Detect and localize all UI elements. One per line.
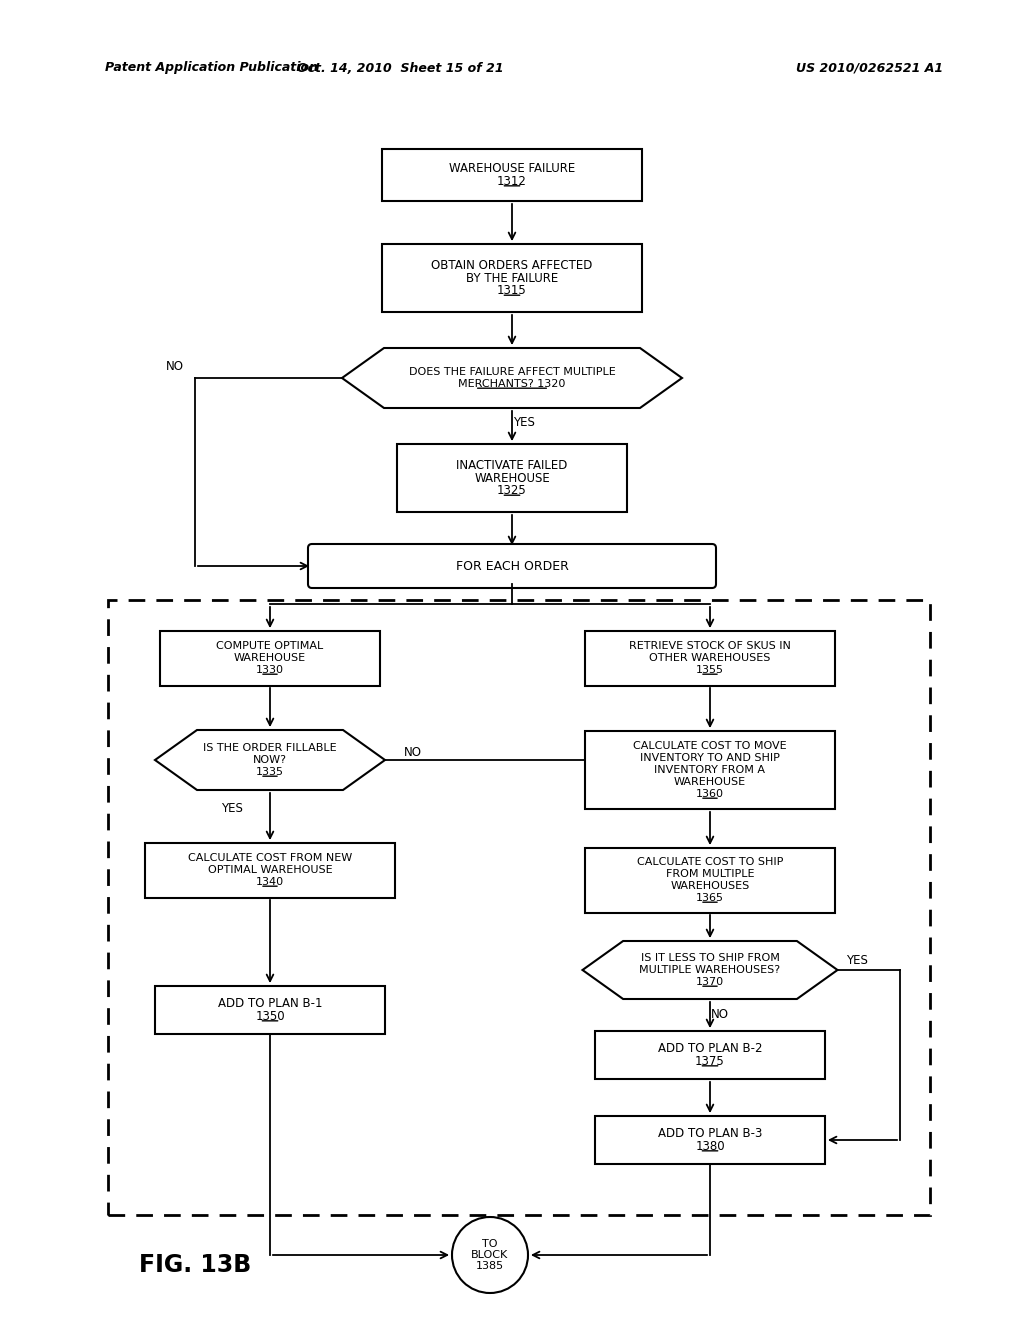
Text: RETRIEVE STOCK OF SKUS IN: RETRIEVE STOCK OF SKUS IN bbox=[629, 642, 791, 651]
Text: FROM MULTIPLE: FROM MULTIPLE bbox=[666, 869, 755, 879]
Text: YES: YES bbox=[846, 953, 868, 966]
Text: ADD TO PLAN B-3: ADD TO PLAN B-3 bbox=[657, 1127, 762, 1140]
Text: YES: YES bbox=[513, 416, 535, 429]
FancyBboxPatch shape bbox=[308, 544, 716, 587]
Text: DOES THE FAILURE AFFECT MULTIPLE: DOES THE FAILURE AFFECT MULTIPLE bbox=[409, 367, 615, 378]
Text: MULTIPLE WAREHOUSES?: MULTIPLE WAREHOUSES? bbox=[639, 965, 780, 975]
Text: WAREHOUSE: WAREHOUSE bbox=[474, 471, 550, 484]
Text: NOW?: NOW? bbox=[253, 755, 287, 766]
Text: IS THE ORDER FILLABLE: IS THE ORDER FILLABLE bbox=[203, 743, 337, 752]
Polygon shape bbox=[583, 941, 838, 999]
Text: US 2010/0262521 A1: US 2010/0262521 A1 bbox=[797, 62, 943, 74]
Text: 1375: 1375 bbox=[695, 1055, 725, 1068]
Text: FIG. 13B: FIG. 13B bbox=[139, 1253, 251, 1276]
Text: 1340: 1340 bbox=[256, 876, 284, 887]
Bar bbox=[585, 847, 835, 912]
Bar bbox=[397, 444, 627, 512]
Text: MERCHANTS? 1320: MERCHANTS? 1320 bbox=[459, 379, 565, 389]
Text: OPTIMAL WAREHOUSE: OPTIMAL WAREHOUSE bbox=[208, 865, 333, 875]
Text: COMPUTE OPTIMAL: COMPUTE OPTIMAL bbox=[216, 642, 324, 651]
Text: WAREHOUSE: WAREHOUSE bbox=[233, 653, 306, 663]
Circle shape bbox=[452, 1217, 528, 1294]
Text: TO: TO bbox=[482, 1238, 498, 1249]
Bar bbox=[585, 631, 835, 685]
Polygon shape bbox=[342, 348, 682, 408]
Text: 1335: 1335 bbox=[256, 767, 284, 777]
Text: YES: YES bbox=[221, 801, 243, 814]
Text: CALCULATE COST FROM NEW: CALCULATE COST FROM NEW bbox=[187, 853, 352, 863]
Text: Oct. 14, 2010  Sheet 15 of 21: Oct. 14, 2010 Sheet 15 of 21 bbox=[297, 62, 504, 74]
Text: 1365: 1365 bbox=[696, 894, 724, 903]
Bar bbox=[382, 149, 642, 201]
Bar bbox=[585, 731, 835, 809]
Text: 1325: 1325 bbox=[497, 484, 527, 498]
Text: FOR EACH ORDER: FOR EACH ORDER bbox=[456, 560, 568, 573]
Bar bbox=[160, 631, 380, 685]
Text: 1370: 1370 bbox=[696, 977, 724, 987]
Text: Patent Application Publication: Patent Application Publication bbox=[105, 62, 318, 74]
Text: OBTAIN ORDERS AFFECTED: OBTAIN ORDERS AFFECTED bbox=[431, 259, 593, 272]
Bar bbox=[595, 1031, 825, 1078]
Text: CALCULATE COST TO MOVE: CALCULATE COST TO MOVE bbox=[633, 741, 786, 751]
Bar bbox=[595, 1115, 825, 1164]
Text: ADD TO PLAN B-2: ADD TO PLAN B-2 bbox=[657, 1041, 762, 1055]
Text: INVENTORY FROM A: INVENTORY FROM A bbox=[654, 766, 766, 775]
Text: 1315: 1315 bbox=[497, 284, 527, 297]
Polygon shape bbox=[155, 730, 385, 789]
Text: WAREHOUSE FAILURE: WAREHOUSE FAILURE bbox=[449, 162, 575, 176]
Text: NO: NO bbox=[166, 359, 184, 372]
Text: 1360: 1360 bbox=[696, 789, 724, 799]
Text: INVENTORY TO AND SHIP: INVENTORY TO AND SHIP bbox=[640, 752, 780, 763]
Bar bbox=[108, 601, 930, 1214]
Text: 1385: 1385 bbox=[476, 1261, 504, 1271]
Text: BY THE FAILURE: BY THE FAILURE bbox=[466, 272, 558, 285]
Bar bbox=[382, 244, 642, 312]
Text: 1350: 1350 bbox=[255, 1010, 285, 1023]
Text: NO: NO bbox=[404, 746, 422, 759]
Text: WAREHOUSE: WAREHOUSE bbox=[674, 777, 746, 787]
Text: WAREHOUSES: WAREHOUSES bbox=[671, 880, 750, 891]
Text: INACTIVATE FAILED: INACTIVATE FAILED bbox=[457, 459, 567, 471]
Text: 1355: 1355 bbox=[696, 665, 724, 675]
Text: IS IT LESS TO SHIP FROM: IS IT LESS TO SHIP FROM bbox=[641, 953, 779, 964]
Bar bbox=[155, 986, 385, 1034]
Text: ADD TO PLAN B-1: ADD TO PLAN B-1 bbox=[218, 997, 323, 1010]
Text: NO: NO bbox=[711, 1008, 729, 1022]
Text: 1380: 1380 bbox=[695, 1140, 725, 1152]
Text: OTHER WAREHOUSES: OTHER WAREHOUSES bbox=[649, 653, 771, 663]
Text: BLOCK: BLOCK bbox=[471, 1250, 509, 1261]
Text: 1312: 1312 bbox=[497, 174, 527, 187]
Text: 1330: 1330 bbox=[256, 665, 284, 675]
Bar bbox=[145, 842, 395, 898]
Text: CALCULATE COST TO SHIP: CALCULATE COST TO SHIP bbox=[637, 857, 783, 867]
